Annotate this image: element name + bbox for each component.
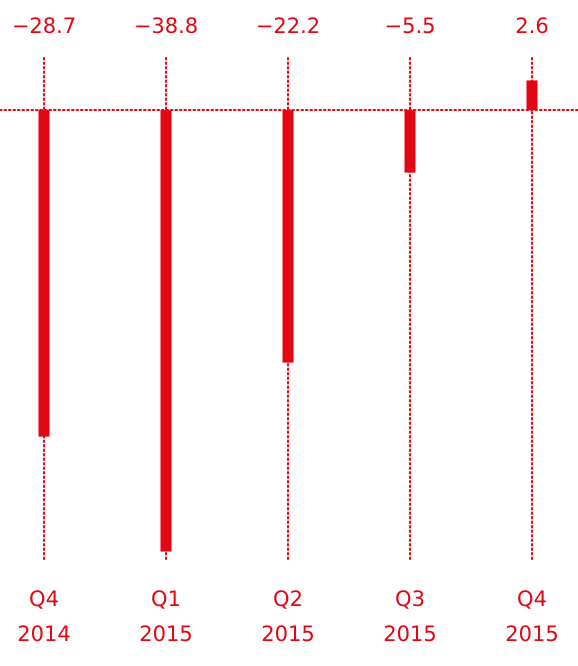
x-tick-label-quarter: Q1	[151, 587, 181, 611]
x-tick-label-quarter: Q4	[29, 587, 59, 611]
x-tick-label-quarter: Q4	[517, 587, 547, 611]
bars-group	[38, 80, 538, 552]
x-tick-label-year: 2015	[505, 622, 558, 646]
x-tick-label-year: 2014	[17, 622, 70, 646]
x-tick-label-year: 2015	[383, 622, 436, 646]
x-axis-tick-labels: Q4 2014 Q1 2015 Q2 2015 Q3 2015 Q4 2015	[17, 587, 558, 646]
data-label: 2.6	[515, 14, 548, 38]
x-tick-label-quarter: Q3	[395, 587, 425, 611]
data-label: −5.5	[385, 14, 436, 38]
data-label: −38.8	[134, 14, 198, 38]
data-label: −22.2	[256, 14, 320, 38]
bar	[38, 110, 50, 437]
data-label: −28.7	[12, 14, 76, 38]
bar	[160, 110, 172, 552]
value-labels-group: −28.7 −38.8 −22.2 −5.5 2.6	[12, 14, 549, 38]
x-tick-label-year: 2015	[261, 622, 314, 646]
bar	[282, 110, 294, 363]
bar	[404, 110, 416, 173]
x-tick-label-year: 2015	[139, 622, 192, 646]
bar	[526, 80, 538, 110]
x-tick-label-quarter: Q2	[273, 587, 303, 611]
